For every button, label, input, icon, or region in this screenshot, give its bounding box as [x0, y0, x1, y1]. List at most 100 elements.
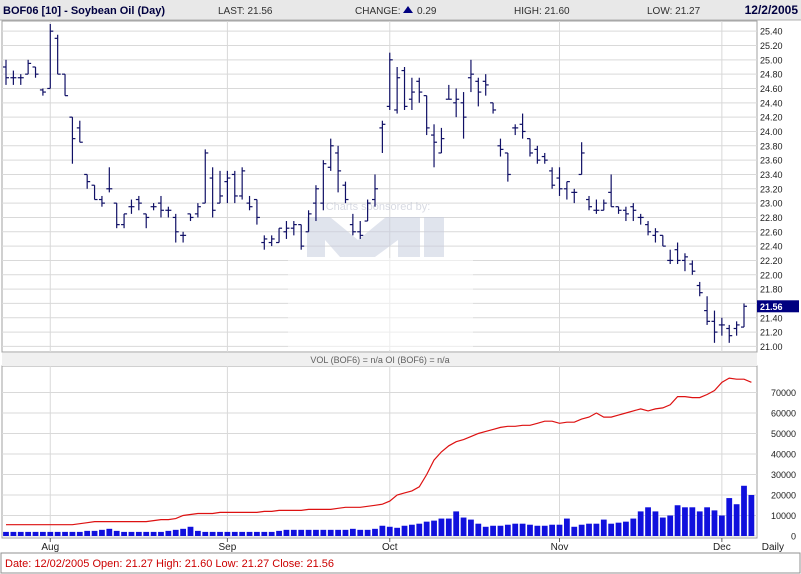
- ohlc-bar: [128, 199, 135, 214]
- ohlc-bar: [416, 77, 423, 103]
- price-tick-label: 23.40: [760, 170, 783, 180]
- ohlc-bar: [615, 206, 622, 214]
- last-label: LAST: 21.56: [218, 6, 273, 17]
- ohlc-bar: [54, 34, 61, 75]
- volume-grid: [2, 366, 757, 538]
- change-up-arrow-icon: [403, 6, 413, 13]
- ohlc-bar: [98, 195, 105, 207]
- price-tick-label: 25.00: [760, 55, 783, 65]
- price-tick-label: 24.80: [760, 70, 783, 80]
- volume-bar: [578, 524, 585, 536]
- sponsor-logo: [307, 217, 420, 257]
- price-tick-label: 21.20: [760, 328, 783, 338]
- volume-bar: [689, 507, 696, 536]
- volume-bar: [615, 522, 622, 536]
- ohlc-bar: [283, 221, 290, 239]
- volume-bar: [69, 531, 76, 536]
- price-bars: [3, 24, 747, 343]
- volume-bar: [490, 525, 496, 536]
- volume-bar: [438, 518, 445, 536]
- ohlc-bar: [401, 66, 408, 110]
- volume-bar: [254, 531, 260, 536]
- x-axis-extra-label: Daily: [762, 542, 784, 553]
- open-interest-line: [6, 377, 752, 526]
- ohlc-bar: [32, 66, 39, 78]
- volume-bar: [468, 519, 474, 536]
- price-tick-label: 23.20: [760, 184, 783, 194]
- volume-bar: [268, 531, 275, 536]
- ohlc-bar: [364, 199, 371, 222]
- volume-bar: [637, 511, 644, 536]
- volume-bar: [630, 518, 637, 536]
- volume-panel-frame: [1, 365, 758, 539]
- last-value-box: [757, 300, 799, 313]
- ohlc-bar: [135, 195, 142, 211]
- ohlc-bar: [637, 213, 644, 225]
- volume-bar: [386, 526, 393, 536]
- footer-text: Date: 12/02/2005 Open: 21.27 High: 21.60…: [5, 558, 334, 570]
- volume-bar: [84, 530, 91, 536]
- ohlc-bar: [39, 88, 46, 96]
- ohlc-bar: [327, 138, 334, 171]
- volume-bar: [733, 504, 740, 536]
- price-tick-label: 22.40: [760, 242, 783, 252]
- ohlc-bar: [3, 59, 9, 85]
- ohlc-bar: [17, 74, 24, 85]
- ohlc-bar: [645, 221, 652, 236]
- price-tick-label: 25.20: [760, 41, 783, 51]
- volume-bar: [276, 530, 282, 536]
- ohlc-bar: [423, 95, 430, 136]
- volume-bar: [379, 525, 386, 536]
- volume-bar: [231, 531, 238, 536]
- volume-bar: [460, 517, 467, 536]
- price-tick-label: 22.20: [760, 256, 783, 266]
- ohlc-bar: [659, 234, 666, 247]
- volume-bar: [91, 530, 98, 536]
- volume-bar: [150, 531, 157, 536]
- volume-bar: [327, 529, 334, 536]
- volume-bar: [172, 529, 179, 536]
- volume-bar: [409, 524, 415, 536]
- volume-bar: [40, 531, 46, 536]
- ohlc-bar: [268, 235, 275, 247]
- ohlc-bar: [475, 77, 482, 107]
- volume-bar: [682, 507, 688, 536]
- volume-bar: [541, 525, 548, 536]
- ohlc-bar: [217, 170, 224, 204]
- volume-bar: [696, 511, 703, 536]
- x-tick-label: Nov: [551, 542, 569, 553]
- ohlc-bar: [246, 195, 253, 211]
- ohlc-bar: [438, 127, 445, 154]
- price-tick-label: 22.60: [760, 227, 783, 237]
- change-label: CHANGE:: [355, 6, 401, 17]
- ohlc-bar: [62, 73, 69, 97]
- volume-bar: [593, 523, 600, 536]
- volume-bar: [667, 515, 674, 536]
- ohlc-bar: [563, 181, 570, 200]
- volume-bar: [674, 505, 681, 536]
- ohlc-bar: [431, 124, 438, 168]
- volume-bar: [445, 518, 452, 536]
- volume-tick-label: 0: [791, 532, 796, 542]
- ohlc-bar: [194, 203, 201, 218]
- open-interest-line-group: [6, 377, 752, 526]
- volume-bar: [349, 528, 356, 536]
- volume-bar: [305, 529, 312, 536]
- volume-bar: [482, 526, 489, 536]
- volume-title-strip: [2, 353, 757, 366]
- volume-bar: [416, 523, 423, 536]
- volume-title: VOL (BOF6) = n/a OI (BOF6) = n/a: [310, 355, 449, 365]
- volume-bar: [17, 531, 24, 536]
- price-tick-label: 24.00: [760, 127, 783, 137]
- ohlc-bar: [305, 210, 312, 233]
- volume-bar: [704, 507, 710, 536]
- ohlc-bar: [386, 52, 393, 110]
- volume-tick-label: 70000: [771, 388, 796, 398]
- low-label: LOW: 21.27: [647, 6, 701, 17]
- volume-bar: [283, 529, 290, 536]
- ohlc-bar: [187, 213, 194, 222]
- volume-bar: [47, 531, 54, 536]
- price-tick-label: 24.20: [760, 113, 783, 123]
- ohlc-bar: [113, 202, 120, 229]
- ohlc-bar: [408, 77, 415, 110]
